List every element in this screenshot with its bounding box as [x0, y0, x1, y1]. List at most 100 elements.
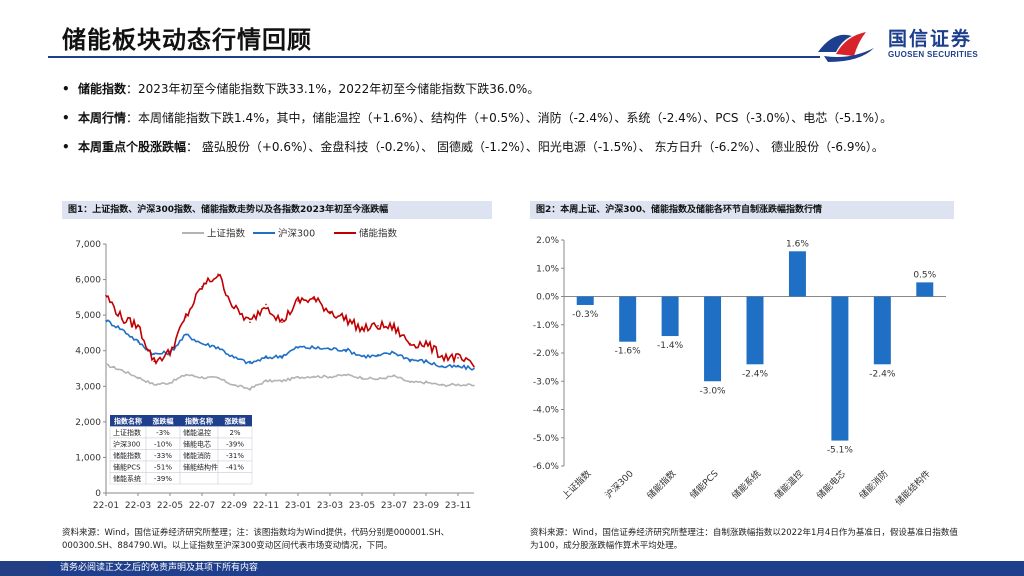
x-tick-label: 23-03 [317, 501, 343, 511]
y-tick-label: -1.0% [533, 321, 560, 331]
data-point [121, 317, 123, 320]
data-point [169, 381, 171, 384]
data-point [409, 381, 411, 384]
brand-logo: 国信证券 GUOSEN SECURITIES [814, 22, 984, 66]
data-label: -1.6% [615, 347, 642, 357]
table-cell-text: -3% [156, 429, 170, 437]
data-point [345, 374, 347, 376]
data-point [265, 303, 267, 306]
table-cell-text: -39% [226, 441, 244, 449]
data-point [153, 360, 155, 363]
data-point [153, 353, 155, 356]
table-header-text: 指数名称 [114, 417, 142, 426]
title-divider [48, 56, 820, 58]
series-line-2 [105, 273, 475, 368]
data-point [345, 348, 347, 351]
table-header-text: 指数名称 [185, 417, 213, 426]
y-tick-label: 6,000 [75, 276, 101, 286]
x-tick-label: 22-03 [125, 501, 151, 511]
data-point [457, 357, 459, 359]
bullet-dot: • [62, 111, 70, 125]
data-label: -1.4% [657, 341, 684, 351]
data-point [329, 310, 331, 313]
y-tick-label: 7,000 [75, 240, 101, 250]
figure2-title: 图2：本周上证、沪深300、储能指数及储能各环节自制涨跌幅指数行情 [530, 201, 954, 219]
category-label: 上证指数 [559, 468, 593, 502]
data-point [265, 357, 267, 359]
table-cell-text: -31% [226, 452, 244, 460]
y-tick-label: -2.0% [533, 349, 560, 359]
bar-储能温控 [788, 251, 806, 297]
table-header-cell [218, 415, 252, 427]
legend-label: 储能指数 [359, 228, 398, 240]
data-point [377, 378, 379, 380]
bar-储能指数 [661, 296, 679, 337]
table-cell [179, 472, 219, 485]
data-point [105, 319, 107, 322]
data-point [233, 357, 235, 359]
y-tick-label: -6.0% [533, 462, 560, 472]
y-tick-label: 0 [95, 489, 101, 499]
bullet-item: • 本周行情：本周储能指数下跌1.4%，其中，储能温控（+1.6%）、结构件（+… [62, 109, 982, 127]
y-tick-label: -5.0% [533, 434, 560, 444]
table-cell-text: 储能温控 [183, 428, 211, 437]
brand-name-cn: 国信证券 [888, 28, 973, 50]
table-header-cell [146, 415, 180, 427]
data-point [329, 348, 331, 350]
bar-储能电芯 [831, 296, 849, 441]
data-point [473, 367, 475, 370]
bullet-dot: • [62, 140, 70, 154]
table-cell-text: 储能消防 [183, 451, 211, 460]
y-tick-label: 1.0% [536, 264, 559, 274]
bullet-dot: • [62, 82, 70, 96]
x-tick-label: 22-11 [253, 501, 279, 511]
data-point [313, 298, 315, 300]
data-point [361, 328, 363, 331]
table-cell-text: -51% [154, 464, 172, 472]
bullet-text: ：2023年初至今储能指数下跌33.1%，2022年初至今储能指数下跌36.0%… [126, 82, 540, 96]
table-cell-text: 储能PCS [113, 463, 141, 472]
data-point [393, 375, 395, 377]
category-label: 储能系统 [729, 468, 763, 502]
data-point [281, 355, 283, 357]
data-point [105, 364, 107, 366]
data-point [233, 307, 235, 309]
table-header-cell [180, 415, 218, 427]
x-tick-label: 22-01 [93, 501, 119, 511]
data-point [105, 294, 107, 297]
y-tick-label: 4,000 [75, 347, 101, 357]
table-cell-text: 储能电芯 [183, 440, 211, 449]
bar-上证指数 [576, 296, 594, 305]
y-tick-label: 2,000 [75, 418, 101, 428]
bullet-label: 储能指数 [78, 82, 127, 96]
figure1-source: 资料来源：Wind，国信证券经济研究所整理；注：该图指数均为Wind提供，代码分… [62, 528, 450, 551]
table-cell-text: 储能结构件 [183, 463, 218, 472]
data-point [473, 384, 475, 387]
x-tick-label: 22-09 [221, 501, 247, 511]
data-point [473, 365, 475, 368]
category-label: 储能消防 [857, 468, 891, 502]
data-label: 1.6% [786, 239, 809, 249]
x-tick-label: 22-07 [189, 501, 215, 511]
x-tick-label: 23-07 [381, 501, 407, 511]
category-label: 储能指数 [644, 468, 678, 502]
table-header-text: 涨跌幅 [225, 417, 246, 426]
bar-沪深300 [619, 296, 637, 342]
data-point [153, 383, 155, 386]
data-point [441, 384, 443, 387]
y-tick-label: 2.0% [536, 236, 559, 246]
bullet-label: 本周重点个股涨跌幅 [78, 140, 187, 154]
y-tick-label: -3.0% [533, 377, 560, 387]
data-point [377, 355, 379, 357]
data-point [313, 375, 315, 378]
data-point [121, 369, 123, 372]
bar-储能PCS [704, 296, 722, 382]
data-point [249, 362, 251, 364]
index-trend-chart: 0 1,000 2,000 3,000 4,000 5,000 6,000 7,000 22-0… [75, 228, 475, 511]
footer-accent [0, 561, 48, 576]
data-point [137, 325, 139, 327]
footer-disclaimer: 请务必阅读正文之后的免责声明及其项下所有内容 [60, 563, 259, 573]
category-label: 储能温控 [772, 468, 806, 502]
data-point [457, 365, 459, 368]
y-tick-label: 0.0% [536, 293, 559, 303]
